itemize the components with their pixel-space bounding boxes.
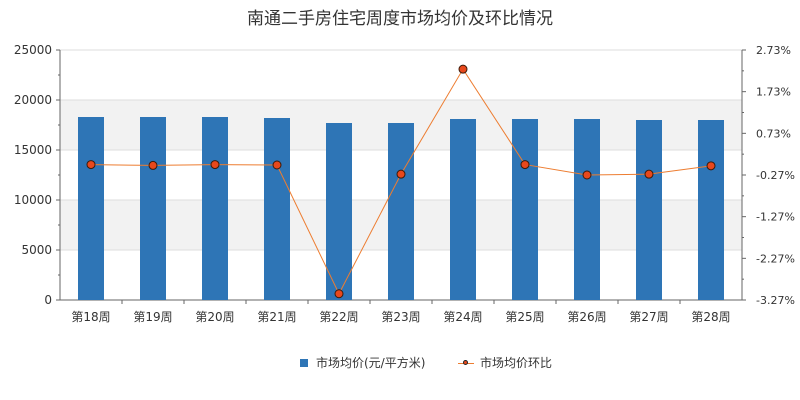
- bar: [388, 123, 414, 300]
- line-point: [148, 160, 158, 170]
- bar: [264, 118, 290, 300]
- y-left-tick-label: 0: [44, 293, 52, 307]
- y-right-tick-label: -3.27%: [756, 294, 795, 307]
- bar: [78, 117, 104, 300]
- y-right-tick-label: -1.27%: [756, 211, 795, 224]
- x-tick-label: 第28周: [691, 310, 730, 324]
- legend-label-change: 市场均价环比: [480, 356, 553, 370]
- y-left-tick-label: 10000: [14, 193, 52, 207]
- y-right-tick-label: 2.73%: [756, 44, 791, 57]
- bar: [636, 120, 662, 300]
- x-tick-label: 第18周: [71, 310, 110, 324]
- y-right-tick-label: -2.27%: [756, 252, 795, 265]
- line-point: [644, 169, 654, 179]
- y-left-tick-label: 15000: [14, 143, 52, 157]
- bar: [202, 117, 228, 300]
- x-tick-label: 第25周: [505, 310, 544, 324]
- line-point: [272, 160, 282, 170]
- bar: [574, 119, 600, 300]
- x-tick-label: 第21周: [257, 310, 296, 324]
- y-right-tick-labels: -3.27% -2.27% -1.27% -0.27% 0.73% 1.73% 2.73%: [756, 44, 795, 307]
- line-point: [334, 289, 344, 299]
- line-point: [520, 160, 530, 170]
- chart-title: 南通二手房住宅周度市场均价及环比情况: [247, 9, 553, 29]
- x-tick-label: 第19周: [133, 310, 172, 324]
- legend-item-price[interactable]: 市场均价(元/平方米): [300, 354, 425, 371]
- legend-label-price: 市场均价(元/平方米): [316, 356, 426, 370]
- x-tick-label: 第27周: [629, 310, 668, 324]
- y-right-tick-label: -0.27%: [756, 169, 795, 182]
- bar: [698, 120, 724, 300]
- legend-bar-swatch: [300, 358, 308, 367]
- y-right-tick-label: 1.73%: [756, 86, 791, 99]
- legend-line-swatch: [458, 359, 474, 367]
- bar: [140, 117, 166, 300]
- y-left-tick-labels: 0 5000 10000 15000 20000 25000: [14, 43, 52, 307]
- bar: [450, 119, 476, 300]
- x-tick-label: 第24周: [443, 310, 482, 324]
- bar: [326, 123, 352, 300]
- line-point: [210, 160, 220, 170]
- y-left-tick-label: 20000: [14, 93, 52, 107]
- x-tick-label: 第22周: [319, 310, 358, 324]
- y-right-tick-label: 0.73%: [756, 127, 791, 140]
- bar: [512, 119, 538, 300]
- line-series: [86, 64, 716, 299]
- legend-item-change[interactable]: 市场均价环比: [458, 354, 552, 371]
- line-point: [706, 161, 716, 171]
- x-tick-labels: 第18周 第19周 第20周 第21周 第22周 第23周 第24周 第25周 第26周 第27周…: [71, 310, 730, 324]
- y-left-tick-label: 25000: [14, 43, 52, 57]
- line-point: [86, 160, 96, 170]
- bar-series: [78, 117, 724, 300]
- line-point: [582, 170, 592, 180]
- x-tick-label: 第23周: [381, 310, 420, 324]
- x-tick-label: 第20周: [195, 310, 234, 324]
- y-left-tick-label: 5000: [21, 243, 52, 257]
- x-tick-label: 第26周: [567, 310, 606, 324]
- line-point: [396, 169, 406, 179]
- legend: 市场均价(元/平方米) 市场均价环比: [0, 354, 800, 370]
- line-point: [458, 64, 468, 74]
